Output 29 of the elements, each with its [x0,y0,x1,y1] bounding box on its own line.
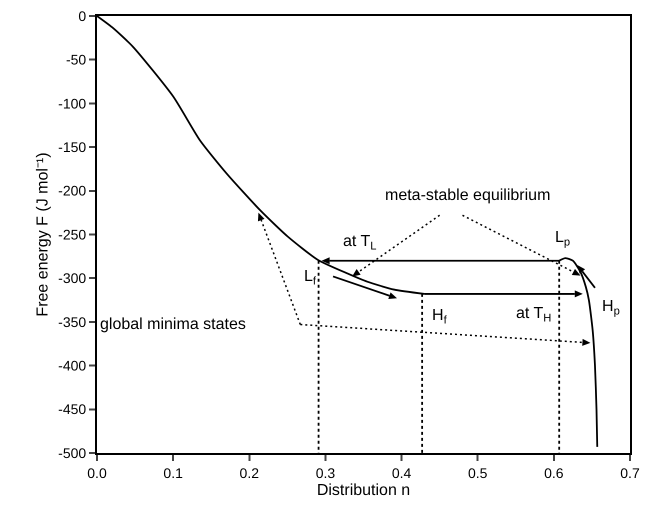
y-tick-label: -350 [58,314,86,330]
x-tick-label: 0.5 [468,464,488,481]
x-tick-label: 0.4 [392,464,412,481]
x-tick-label: 0.1 [163,464,184,481]
annotation: global minima states [100,316,246,333]
annotation: at T$_{H}$ [516,305,552,324]
y-tick-label: -500 [58,444,86,461]
annotation: H$_{f}$ [432,307,448,326]
x-tick-label: 0.7 [620,464,640,481]
y-tick-label: -400 [58,358,86,374]
y-tick-label: 0 [78,8,86,24]
y-tick-label: -450 [58,401,86,418]
annotation: L$_{p}$ [555,229,570,248]
x-tick-label: 0.3 [316,464,336,481]
annotation: L$_{f}$ [304,268,317,288]
y-tick-label: -300 [58,270,86,286]
x-tick-label: 0.6 [544,464,564,481]
y-tick-label: -200 [58,182,86,199]
x-tick-label: 0.2 [240,464,260,481]
annotation: H$_{p}$ [602,298,620,318]
y-tick-label: -150 [58,139,86,155]
y-axis-title: Free energy F (J mol⁻¹) [34,152,52,317]
annotation: at T$_{L}$ [343,233,377,252]
x-axis-title: Distribution n [316,482,410,499]
y-tick-label: -100 [58,95,86,112]
x-tick-label: 0.0 [87,464,107,481]
y-tick-label: -250 [58,226,86,242]
y-tick-label: -50 [66,52,86,68]
annotation: meta-stable equilibrium [385,187,550,204]
